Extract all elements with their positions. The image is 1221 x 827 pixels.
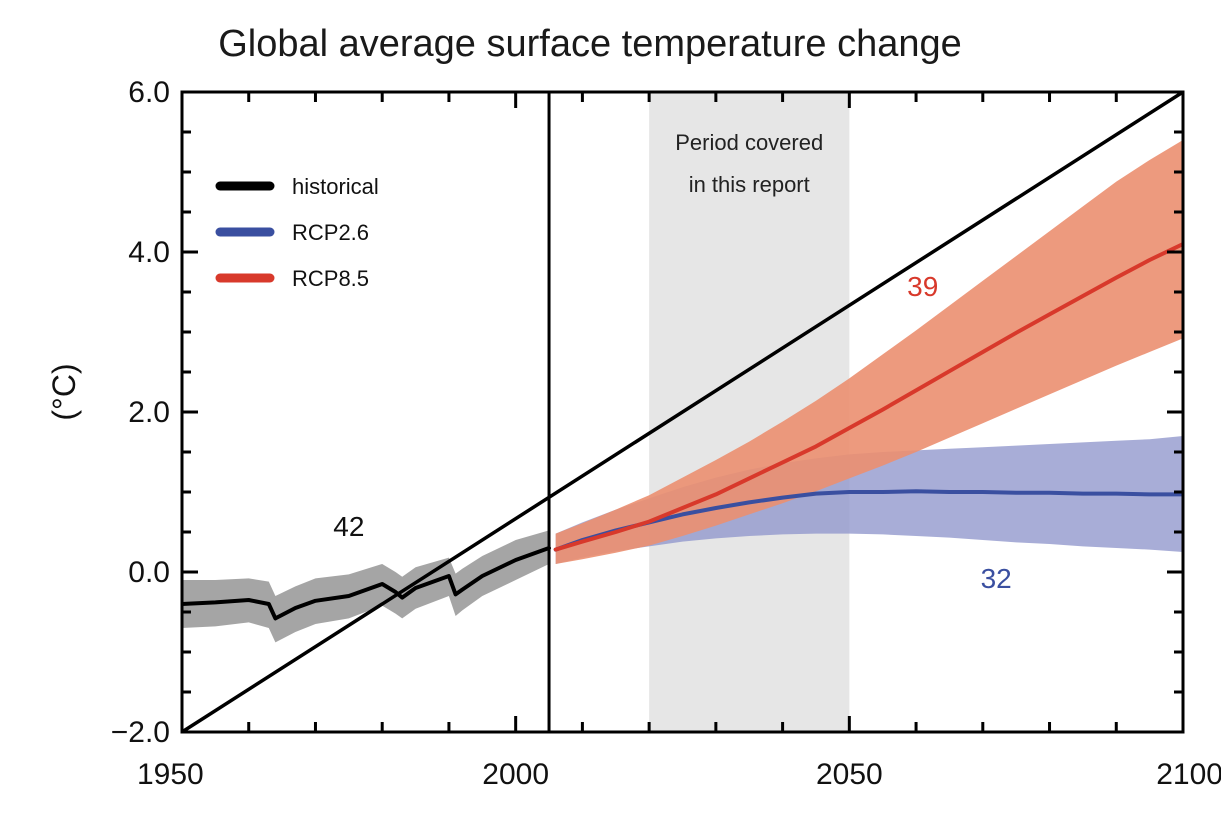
y-axis-label: (°C) (46, 363, 82, 420)
legend-label: historical (292, 174, 379, 199)
legend-label: RCP8.5 (292, 266, 369, 291)
line-rcp8-5 (553, 242, 1183, 552)
model-count-rcp2-6: 32 (981, 563, 1012, 594)
x-tick-label: 2100 (1156, 758, 1221, 791)
line-historical (182, 546, 551, 621)
y-tick-label: 0.0 (128, 556, 170, 589)
y-tick-label: 6.0 (128, 76, 170, 109)
chart-title: Global average surface temperature chang… (218, 23, 962, 65)
y-tick-label: 2.0 (128, 396, 170, 429)
x-tick-label: 2050 (816, 758, 883, 791)
period-label-line1: Period covered (675, 130, 823, 155)
period-label-line2: in this report (689, 172, 810, 197)
band-rcp8-5 (555, 140, 1183, 564)
plot-area: −2.0 0.0 2.0 4.0 6.0 1950 2000 2050 2100 Period c… (111, 76, 1221, 791)
line-reference-diagonal (182, 92, 1183, 732)
x-tick-label: 2000 (482, 758, 549, 791)
y-tick-label: 4.0 (128, 236, 170, 269)
x-tick-label: 1950 (137, 758, 204, 791)
model-count-historical: 42 (333, 511, 364, 542)
plot-content (182, 92, 1183, 732)
band-rcp2-6 (555, 436, 1183, 564)
legend: historical RCP2.6 RCP8.5 (215, 174, 379, 291)
legend-label: RCP2.6 (292, 220, 369, 245)
model-count-rcp8-5: 39 (907, 271, 938, 302)
y-tick-label: −2.0 (111, 716, 170, 749)
